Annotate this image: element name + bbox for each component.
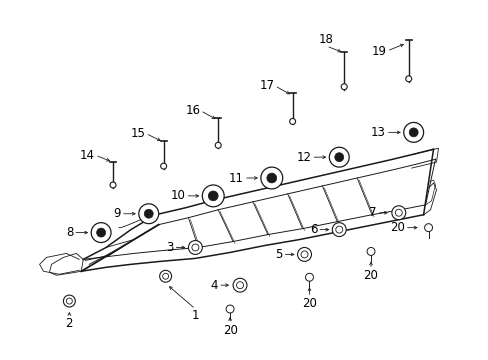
Circle shape [289, 118, 295, 125]
Text: 20: 20 [363, 269, 378, 282]
Circle shape [215, 142, 221, 148]
Circle shape [225, 305, 234, 313]
Text: 14: 14 [80, 149, 95, 162]
Circle shape [341, 84, 346, 90]
Circle shape [188, 240, 202, 255]
Text: 11: 11 [228, 171, 244, 185]
Circle shape [160, 270, 171, 282]
Circle shape [328, 147, 348, 167]
Text: 1: 1 [191, 309, 199, 322]
Text: 3: 3 [166, 241, 173, 254]
Circle shape [366, 247, 374, 255]
Text: 18: 18 [318, 33, 333, 46]
Text: 16: 16 [185, 104, 200, 117]
Circle shape [408, 128, 417, 137]
Circle shape [405, 76, 411, 82]
Circle shape [266, 173, 276, 183]
Circle shape [110, 182, 116, 188]
Text: 6: 6 [309, 223, 317, 236]
Circle shape [403, 122, 423, 142]
Circle shape [391, 206, 405, 220]
Circle shape [424, 224, 432, 231]
Text: 7: 7 [369, 206, 376, 219]
Circle shape [297, 247, 311, 261]
Circle shape [208, 191, 218, 201]
Text: 8: 8 [66, 226, 73, 239]
Text: 20: 20 [389, 221, 404, 234]
Circle shape [305, 273, 313, 281]
Circle shape [63, 295, 75, 307]
Circle shape [202, 185, 224, 207]
Circle shape [144, 209, 153, 218]
Text: 4: 4 [210, 279, 218, 292]
Circle shape [161, 163, 166, 169]
Circle shape [332, 223, 346, 237]
Text: 17: 17 [259, 79, 274, 92]
Text: 5: 5 [275, 248, 282, 261]
Circle shape [91, 223, 111, 243]
Circle shape [260, 167, 282, 189]
Text: 15: 15 [131, 127, 145, 140]
Text: 12: 12 [296, 151, 311, 164]
Text: 10: 10 [170, 189, 185, 202]
Text: 13: 13 [370, 126, 385, 139]
Text: 20: 20 [302, 297, 316, 310]
Text: 20: 20 [222, 324, 237, 337]
Circle shape [97, 228, 105, 237]
Text: 19: 19 [371, 45, 386, 58]
Circle shape [334, 153, 343, 162]
Text: 9: 9 [113, 207, 121, 220]
Circle shape [233, 278, 246, 292]
Circle shape [139, 204, 158, 224]
Text: 2: 2 [65, 317, 73, 330]
